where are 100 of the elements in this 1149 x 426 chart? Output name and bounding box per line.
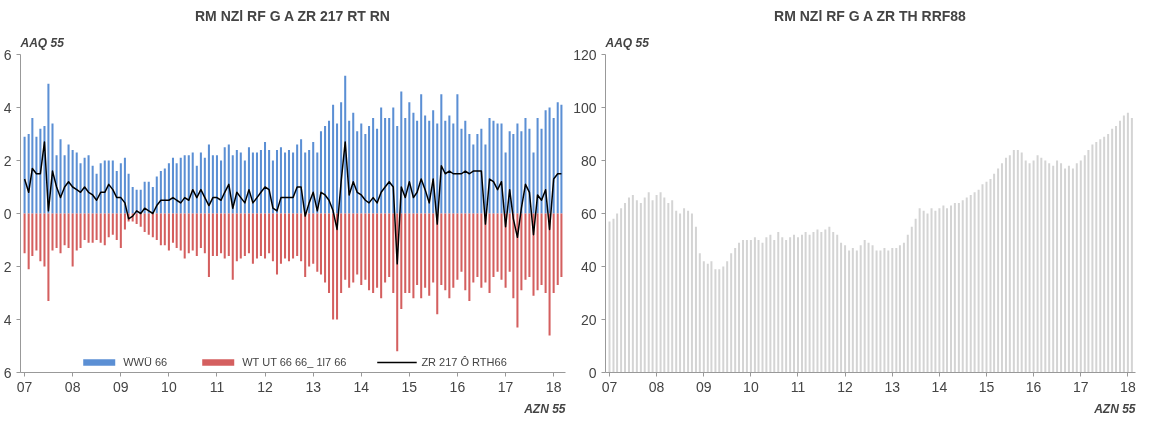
bar xyxy=(464,213,467,291)
bar xyxy=(520,131,523,214)
bar xyxy=(231,213,234,280)
bar xyxy=(340,213,343,293)
bar xyxy=(552,213,555,293)
bar xyxy=(107,160,110,214)
chart-title: RM NZl RF G A ZR TH RRF88 xyxy=(774,7,967,24)
y-tick-label: 60 xyxy=(580,205,597,222)
bar xyxy=(404,118,407,214)
bar xyxy=(476,134,479,214)
bar xyxy=(155,213,158,240)
bar xyxy=(468,213,471,301)
bar xyxy=(898,245,901,373)
bar xyxy=(1079,160,1082,373)
bar xyxy=(147,213,150,235)
bar xyxy=(111,160,114,214)
bar xyxy=(264,141,267,214)
bar xyxy=(1107,134,1110,373)
bar xyxy=(472,213,475,283)
bar xyxy=(388,213,391,278)
x-tick-label: 13 xyxy=(884,378,901,395)
bar xyxy=(902,242,905,373)
bar xyxy=(953,202,956,373)
bar xyxy=(312,213,315,264)
bar xyxy=(1115,126,1118,373)
x-tick-label: 18 xyxy=(545,378,562,395)
x-tick-label: 10 xyxy=(161,378,177,395)
bar xyxy=(396,126,399,214)
bar xyxy=(444,213,447,291)
bar xyxy=(464,120,467,214)
bar xyxy=(99,163,102,214)
bar xyxy=(420,94,423,214)
bar xyxy=(199,152,202,214)
bar xyxy=(408,213,411,293)
bar xyxy=(844,245,847,373)
bar xyxy=(444,120,447,214)
bar xyxy=(540,128,543,214)
bar xyxy=(1004,157,1007,373)
bar xyxy=(496,123,499,214)
legend-label: WT UT 66 66_ 1l7 66 xyxy=(242,356,347,368)
y-tick-label: 4 xyxy=(3,99,12,116)
bar xyxy=(47,213,50,301)
bar xyxy=(287,213,290,262)
bar xyxy=(23,136,26,214)
bar xyxy=(284,213,287,259)
bar xyxy=(51,213,54,251)
bar xyxy=(364,134,367,214)
bar xyxy=(488,118,491,214)
bar xyxy=(296,213,299,256)
x-tick-label: 08 xyxy=(648,378,665,395)
bar xyxy=(1008,155,1011,373)
bar xyxy=(384,213,387,283)
bar xyxy=(143,181,146,214)
bar xyxy=(1064,168,1067,373)
legend-label: ZR 217 Ô RTH66 xyxy=(421,356,507,368)
bar xyxy=(380,107,383,214)
bar xyxy=(55,213,58,248)
bar xyxy=(83,157,86,214)
x-tick-label: 17 xyxy=(1073,378,1089,395)
bar xyxy=(247,147,250,214)
bar xyxy=(456,94,459,214)
bar xyxy=(59,213,62,254)
bar xyxy=(376,128,379,214)
bar xyxy=(211,155,214,214)
bar xyxy=(777,232,780,373)
bar xyxy=(35,136,38,214)
bar xyxy=(171,157,174,214)
bar xyxy=(195,213,198,256)
bar xyxy=(239,152,242,214)
bar xyxy=(452,213,455,288)
bar xyxy=(734,247,737,373)
bar xyxy=(179,157,182,214)
bar xyxy=(87,155,90,214)
bar xyxy=(631,194,634,373)
bar xyxy=(115,213,118,240)
bar xyxy=(163,213,166,246)
x-tick-label: 17 xyxy=(497,378,514,395)
bar xyxy=(300,139,303,214)
bar xyxy=(203,213,206,254)
bar xyxy=(432,213,435,283)
bar xyxy=(119,213,122,248)
bar xyxy=(796,237,799,373)
bar xyxy=(67,144,70,214)
bar xyxy=(372,118,375,214)
bar xyxy=(91,165,94,214)
x-tick-label: 09 xyxy=(696,378,712,395)
bar xyxy=(745,240,748,373)
bar xyxy=(460,213,463,272)
bar xyxy=(428,120,431,214)
bar xyxy=(79,213,82,248)
y-tick-label: 0 xyxy=(588,364,597,381)
bar xyxy=(111,213,114,235)
bar xyxy=(107,213,110,238)
bar xyxy=(308,149,311,214)
bar xyxy=(789,237,792,373)
bar xyxy=(175,163,178,214)
bar xyxy=(215,213,218,256)
bar xyxy=(424,213,427,288)
bar xyxy=(195,165,198,214)
bar xyxy=(1012,149,1015,373)
